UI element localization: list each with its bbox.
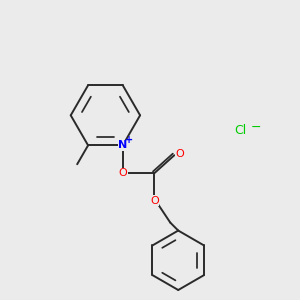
Text: −: − <box>251 121 262 134</box>
Text: Cl: Cl <box>234 124 247 137</box>
Text: O: O <box>150 196 159 206</box>
Text: N: N <box>118 140 128 150</box>
Text: O: O <box>118 168 127 178</box>
Text: +: + <box>124 135 133 146</box>
Text: O: O <box>176 149 184 159</box>
